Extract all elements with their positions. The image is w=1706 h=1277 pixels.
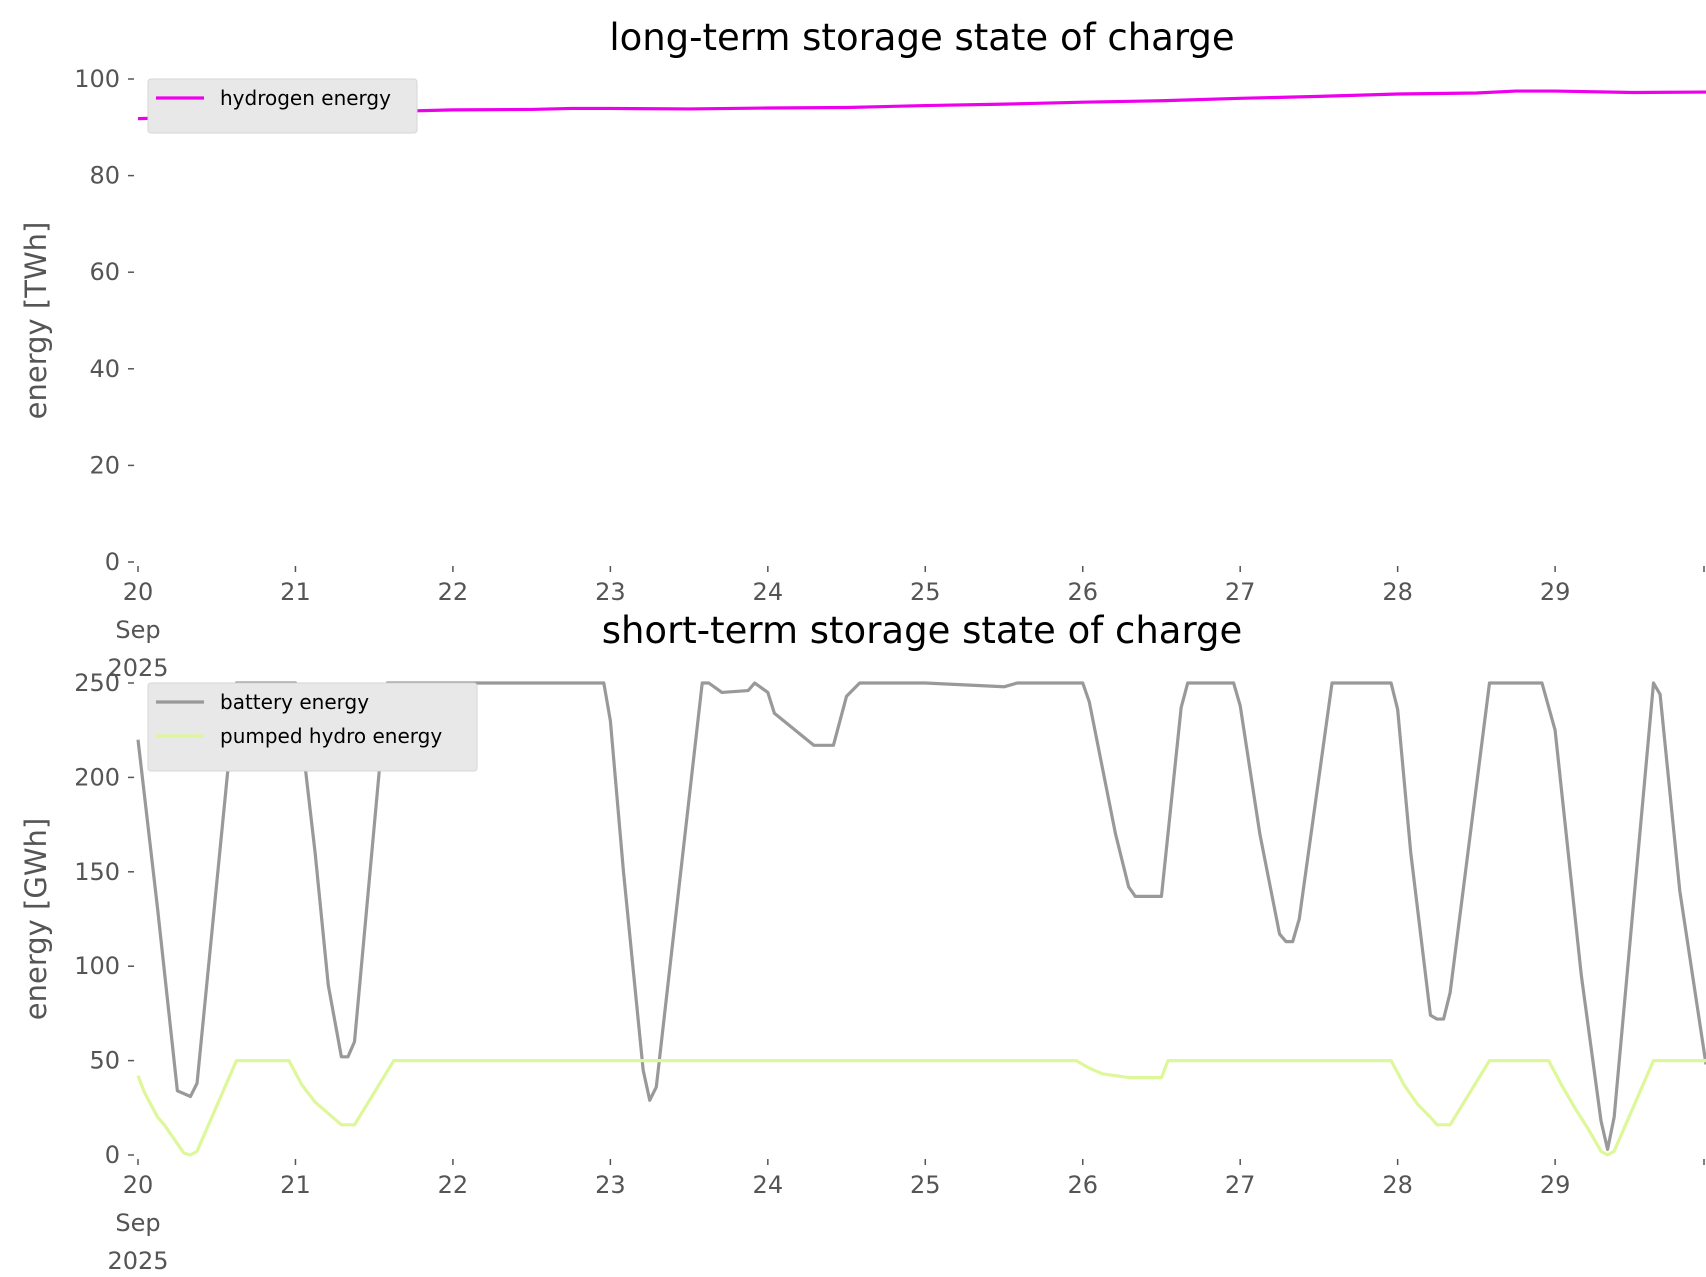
x-tick-label: 27	[1225, 578, 1256, 606]
chart-panel-2: short-term storage state of charge energy…	[19, 609, 1706, 1275]
y-tick-label: 0	[105, 548, 120, 576]
x-tick-label: 28	[1382, 578, 1413, 606]
x-tick-label: Sep	[115, 616, 160, 644]
series-line-battery-energy	[136, 681, 1706, 1151]
legend-box	[147, 682, 478, 772]
x-tick-label: 27	[1225, 1171, 1256, 1199]
x-tick-label: 26	[1067, 1171, 1098, 1199]
y-tick-label: 60	[89, 258, 120, 286]
y-axis-label: energy [GWh]	[19, 818, 53, 1020]
x-tick-label: 20	[123, 1171, 154, 1199]
y-tick-label: 100	[74, 952, 120, 980]
y-tick-label: 0	[105, 1141, 120, 1169]
legend: battery energy pumped hydro energy	[147, 682, 478, 772]
x-tick-label: 2025	[107, 654, 168, 682]
chart-title: long-term storage state of charge	[609, 16, 1234, 59]
x-tick-label: 28	[1382, 1171, 1413, 1199]
x-tick-label: 22	[438, 1171, 469, 1199]
legend-entry: hydrogen energy	[220, 86, 391, 110]
x-tick-label: 23	[595, 578, 626, 606]
x-tick-label: 25	[910, 1171, 941, 1199]
legend-entry: pumped hydro energy	[220, 724, 442, 748]
x-tick-label: 26	[1067, 578, 1098, 606]
x-tick-label: 20	[123, 578, 154, 606]
y-tick-label: 100	[74, 65, 120, 93]
y-tick-label: 40	[89, 355, 120, 383]
legend: hydrogen energy	[147, 78, 418, 134]
y-axis-label: energy [TWh]	[19, 222, 53, 420]
series-line-pumped-hydro-energy	[136, 1059, 1706, 1157]
chart-panel-1: long-term storage state of charge energy …	[19, 16, 1706, 682]
x-tick-label: 22	[438, 578, 469, 606]
legend-entry: battery energy	[220, 690, 369, 714]
x-tick-label: 21	[280, 1171, 311, 1199]
y-tick-label: 250	[74, 669, 120, 697]
x-tick-label: 25	[910, 578, 941, 606]
legend-box	[147, 78, 418, 134]
x-tick-label: 24	[753, 578, 784, 606]
x-tick-label: 23	[595, 1171, 626, 1199]
x-tick-label: 24	[753, 1171, 784, 1199]
x-tick-label: 21	[280, 578, 311, 606]
x-tick-label: 29	[1540, 1171, 1571, 1199]
x-tick-label: 29	[1540, 578, 1571, 606]
series-line-hydrogen-energy	[137, 89, 1706, 121]
x-tick-label: Sep	[115, 1209, 160, 1237]
x-tick-label: 2025	[107, 1247, 168, 1275]
y-tick-label: 20	[89, 451, 120, 479]
chart-title: short-term storage state of charge	[602, 609, 1243, 652]
y-tick-label: 50	[89, 1047, 120, 1075]
y-tick-label: 150	[74, 858, 120, 886]
y-tick-label: 80	[89, 162, 120, 190]
y-tick-label: 200	[74, 763, 120, 791]
